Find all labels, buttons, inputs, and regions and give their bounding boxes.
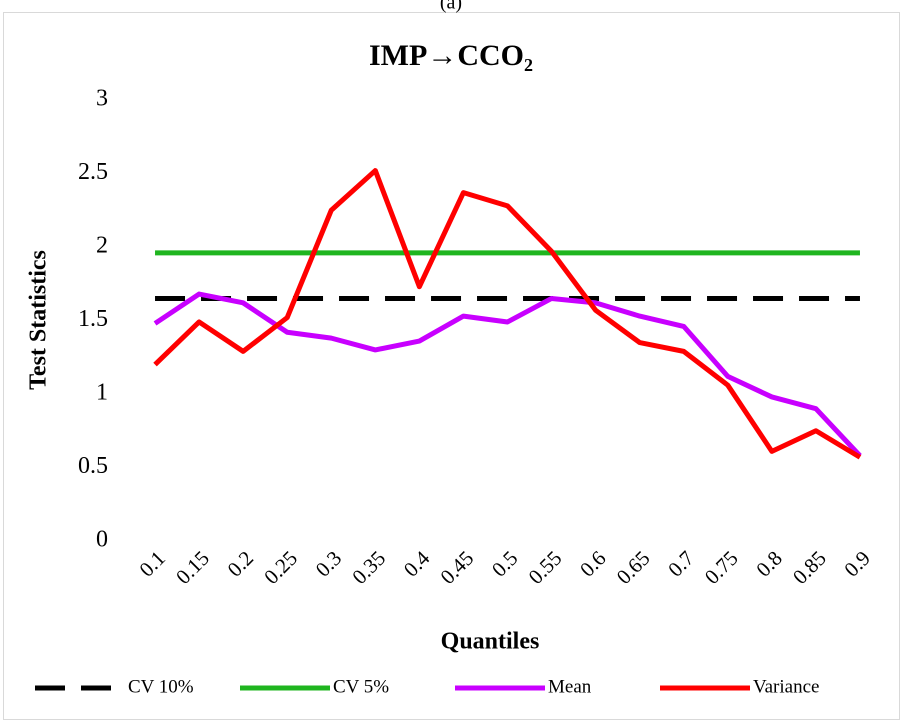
y-tick-label: 1.5 bbox=[78, 306, 108, 332]
legend-label: CV 5% bbox=[333, 676, 389, 697]
y-tick-label: 2 bbox=[96, 233, 108, 259]
legend-label: Mean bbox=[548, 676, 592, 697]
legend-label: CV 10% bbox=[128, 676, 194, 697]
y-tick-label: 3 bbox=[96, 86, 108, 112]
y-tick-label: 2.5 bbox=[78, 159, 108, 185]
chart-frame bbox=[3, 12, 900, 720]
legend-label: Variance bbox=[753, 676, 819, 697]
panel-label: (a) bbox=[440, 0, 462, 14]
chart-title: IMP→CCO₂ bbox=[369, 39, 533, 72]
y-tick-label: 1 bbox=[96, 380, 108, 406]
x-axis-label: Quantiles bbox=[441, 629, 540, 655]
y-tick-label: 0.5 bbox=[78, 453, 108, 479]
y-tick-label: 0 bbox=[96, 527, 108, 553]
series-line bbox=[153, 291, 862, 458]
series-line bbox=[153, 168, 862, 460]
y-axis-label: Test Statistics bbox=[26, 250, 52, 390]
